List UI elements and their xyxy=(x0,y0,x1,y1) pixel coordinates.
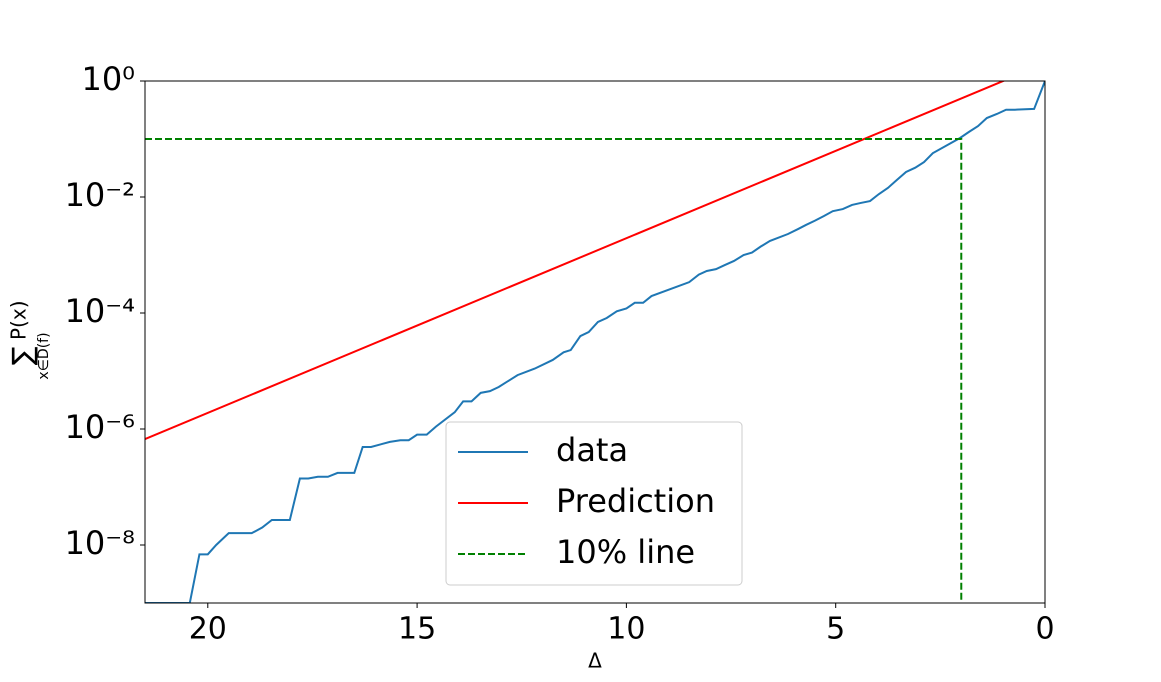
x-tick-label: 20 xyxy=(189,612,227,647)
y-axis-label: ∑ x∈D(f) P(x) xyxy=(6,300,52,379)
plot-frame xyxy=(144,80,1046,604)
legend-label: Prediction xyxy=(556,482,715,520)
y-tick-label: 10⁻⁸ xyxy=(65,524,135,562)
y-tick-label: 10⁰ xyxy=(81,60,135,98)
plot-area xyxy=(145,81,1045,603)
y-tick-label: 10⁻⁶ xyxy=(65,408,135,446)
x-tick-label: 15 xyxy=(398,612,436,647)
x-tick-label: 0 xyxy=(1035,612,1054,647)
y-tick-label: 10⁻⁴ xyxy=(65,292,135,330)
x-axis-label: Δ xyxy=(588,649,602,673)
x-tick-label: 10 xyxy=(607,612,645,647)
legend-label: 10% line xyxy=(556,533,695,571)
legend-label: data xyxy=(556,431,628,469)
x-tick-label: 5 xyxy=(826,612,845,647)
legend-box xyxy=(445,421,743,586)
y-label-expression: P(x) xyxy=(7,300,31,340)
series-line xyxy=(145,81,1006,441)
series-line xyxy=(145,138,963,603)
y-label-symbol: ∑ xyxy=(6,346,39,365)
y-tick-label: 10⁻² xyxy=(65,176,135,214)
y-label-subscript: x∈D(f) xyxy=(36,332,52,379)
legend: data Prediction 10% line xyxy=(445,421,743,586)
series-line xyxy=(145,81,1045,603)
